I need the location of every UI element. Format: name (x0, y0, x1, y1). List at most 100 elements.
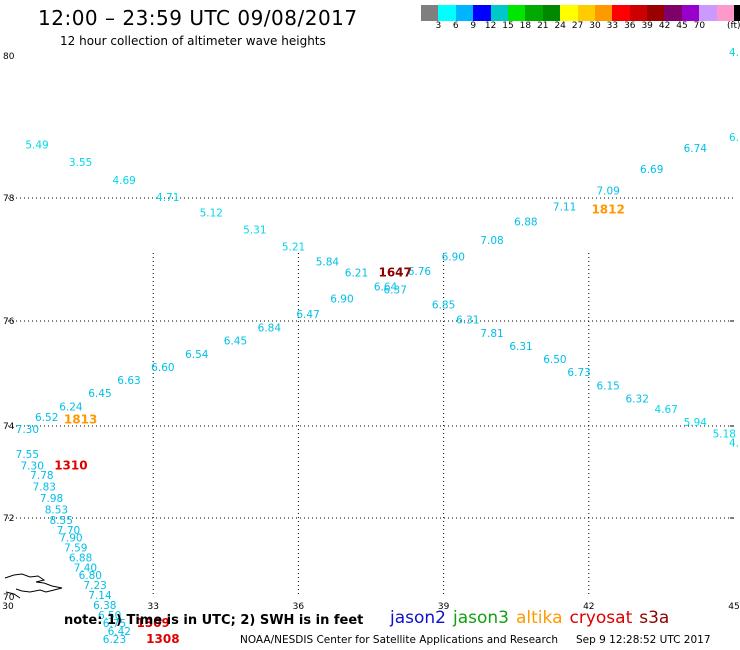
pass-time-label: 1647 (378, 266, 411, 280)
wave-height-label: 8.53 (45, 504, 68, 516)
lat-tick-label: 80 (3, 52, 15, 62)
wave-height-label: 6.88 (514, 217, 537, 229)
color-swatch (629, 5, 648, 21)
wave-height-label: 6.64 (374, 281, 398, 293)
wave-height-label: 6. (729, 132, 739, 144)
wave-height-label: 7.55 (16, 449, 39, 461)
wave-height-label: 6.47 (296, 309, 319, 321)
footer-timestamp: Sep 9 12:28:52 UTC 2017 (576, 634, 711, 646)
color-scale-label: 21 (537, 21, 549, 31)
wave-height-label: 6.24 (59, 401, 83, 413)
wave-height-label: 6.80 (79, 570, 102, 582)
wave-height-label: 7.30 (21, 461, 44, 473)
observation-labels: 5.49 3.55 4.69 4.71 5.12 5.31 5.21 5.84 6.21 6.76… (16, 47, 739, 646)
map-axes: 30 33 36 39 42 45 70 72 74 76 78 80 (2, 52, 739, 612)
color-swatch (473, 5, 491, 21)
wave-height-label: 6.50 (98, 610, 121, 622)
satellite-legend: jason2 jason3 altika cryosat s3a (390, 608, 676, 628)
color-swatch (681, 5, 700, 21)
color-scale-label: 30 (589, 21, 601, 31)
color-scale-label: 70 (693, 21, 706, 31)
color-swatch (612, 5, 630, 21)
color-scale-label: 45 (676, 21, 688, 31)
color-swatch (507, 5, 526, 21)
wave-height-label: 6.88 (69, 552, 92, 564)
color-swatch (525, 5, 543, 21)
wave-height-label: 6.50 (543, 354, 566, 366)
wave-height-label: 6.21 (345, 268, 368, 280)
wave-height-label: 6.38 (93, 600, 116, 612)
legend-item-jason2: jason2 (390, 608, 446, 628)
wave-height-label: 4. (729, 47, 739, 59)
footer-credit: NOAA/NESDIS Center for Satellite Applica… (240, 634, 558, 646)
footer: NOAA/NESDIS Center for Satellite Applica… (240, 634, 711, 646)
color-scale-label: 15 (502, 21, 514, 31)
color-scale-label: 6 (452, 21, 459, 31)
lat-tick-label: 74 (3, 422, 15, 432)
color-swatch (542, 5, 561, 21)
color-swatch (734, 5, 740, 21)
lon-tick-label: 30 (2, 602, 14, 612)
lon-tick-label: 33 (147, 602, 158, 612)
color-swatch (664, 5, 682, 21)
color-scale-label: 12 (484, 21, 497, 31)
wave-height-label: 6.73 (567, 367, 590, 379)
wave-height-label: 5.49 (25, 139, 48, 151)
map-subtitle: 12 hour collection of altimeter wave hei… (60, 34, 326, 48)
wave-height-label: 6.90 (330, 294, 353, 306)
wave-height-label: 7.59 (64, 543, 87, 555)
lat-tick-label: 70 (3, 593, 15, 603)
wave-height-label: 6.74 (684, 143, 708, 155)
lon-tick-label: 42 (583, 602, 594, 612)
pass-time-labels: 1647 1812 1813 1310 1309 1308 (54, 202, 625, 646)
color-scale-label: 27 (571, 21, 584, 31)
wave-height-label: 4.67 (655, 404, 678, 416)
wave-height-label: 5.31 (243, 225, 266, 237)
wave-height-label: 6.60 (151, 362, 174, 374)
color-swatch (647, 5, 665, 21)
wave-height-label: 7.30 (16, 424, 39, 436)
wave-height-label: 6.69 (640, 164, 663, 176)
legend-item-cryosat: cryosat (569, 608, 633, 628)
wave-height-label: 7.98 (40, 493, 63, 505)
wave-height-label: 5.94 (684, 417, 708, 429)
wave-height-label: 6.15 (596, 380, 619, 392)
wave-height-label: 7.08 (480, 235, 503, 247)
color-swatch (594, 5, 613, 21)
wave-height-label: 6.31 (456, 315, 479, 327)
lat-tick-label: 72 (3, 514, 14, 524)
color-scale-unit: (ft) (727, 21, 740, 31)
color-swatch (455, 5, 474, 21)
wave-height-label: 6.75 (103, 618, 126, 630)
lat-tick-label: 78 (3, 194, 15, 204)
legend-item-s3a: s3a (639, 608, 670, 628)
lon-tick-label: 45 (728, 602, 739, 612)
color-scale-bar (421, 5, 740, 21)
map-title: 12:00 – 23:59 UTC 09/08/2017 (38, 6, 358, 30)
color-swatch (421, 5, 439, 21)
wave-height-label: 7.70 (57, 525, 80, 537)
pass-time-label: 1310 (54, 459, 87, 473)
wave-height-label: 7.11 (553, 201, 576, 213)
wave-height-label: 7.14 (88, 590, 112, 602)
color-swatch (716, 5, 735, 21)
note-text: note: 1) Time is in UTC; 2) SWH is in fe… (64, 613, 364, 628)
wave-height-label: 6.84 (258, 323, 282, 335)
color-scale-label: 24 (554, 21, 566, 31)
wave-height-label: 4.69 (112, 175, 135, 187)
wave-height-label: 5.21 (282, 241, 305, 253)
map-grid (8, 197, 734, 597)
color-swatch (560, 5, 578, 21)
lat-tick-label: 76 (3, 317, 15, 327)
pass-time-label: 1813 (64, 412, 97, 426)
wave-height-label: 7.78 (30, 470, 53, 482)
wave-height-label: 6.23 (103, 634, 126, 646)
wave-height-label: 7.81 (480, 328, 503, 340)
wave-height-label: 6.76 (408, 266, 432, 278)
wave-height-label: 7.23 (83, 580, 106, 592)
wave-height-label: 6.63 (117, 375, 140, 387)
pass-time-label: 1812 (591, 202, 624, 216)
wave-height-label: 7.40 (74, 562, 97, 574)
color-scale-labels: (ft) 3 6 9 12 15 18 21 24 27 30 33 36 39 42 45 70 (421, 21, 740, 35)
